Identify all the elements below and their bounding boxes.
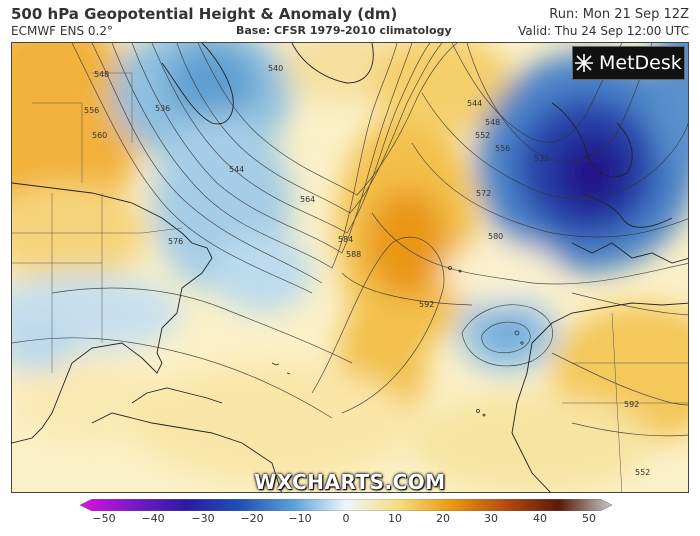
header: 500 hPa Geopotential Height & Anomaly (d… — [0, 0, 700, 42]
valid-time: Valid: Thu 24 Sep 12:00 UTC — [518, 24, 689, 38]
anomaly-field — [12, 43, 688, 492]
contour-label: 548 — [485, 118, 500, 127]
colorbar-tick: 40 — [533, 512, 547, 525]
colorbar-tick: 20 — [436, 512, 450, 525]
colorbar-tick: −10 — [288, 512, 312, 525]
colorbar-labels: −50 −40 −30 −20 −10 0 10 20 30 40 50 — [0, 512, 700, 530]
colorbar-tick: −30 — [191, 512, 215, 525]
contour-label: 592 — [419, 300, 434, 309]
contour-label: 532 — [534, 154, 549, 163]
colorbar-tick: 0 — [342, 512, 350, 525]
colorbar-tick: −50 — [92, 512, 116, 525]
colorbar-tick: −40 — [141, 512, 165, 525]
contour-label: 556 — [84, 106, 99, 115]
islands — [271, 266, 524, 417]
anomaly-map: 548 556 560 536 540 544 544 548 552 556 … — [12, 43, 688, 492]
contour-label: 580 — [488, 232, 503, 241]
run-time: Run: Mon 21 Sep 12Z — [549, 7, 689, 22]
contour-labels: 548 556 560 536 540 544 544 548 552 556 … — [84, 64, 650, 477]
logo-text: MetDesk — [599, 52, 682, 74]
colorbar-tick: −20 — [240, 512, 264, 525]
contour-label: 592 — [624, 400, 639, 409]
contour-label: 572 — [476, 189, 491, 198]
contour-label: 564 — [300, 195, 315, 204]
contour-label: 544 — [229, 165, 244, 174]
contour-label: 544 — [467, 99, 482, 108]
colorbar — [80, 499, 612, 511]
coastlines — [12, 43, 688, 492]
colorbar-tick: 50 — [582, 512, 596, 525]
metdesk-logo: MetDesk — [572, 46, 685, 80]
map-panel[interactable]: 548 556 560 536 540 544 544 548 552 556 … — [11, 42, 689, 493]
contour-label: 540 — [268, 64, 283, 73]
contour-label: 552 — [475, 131, 490, 140]
model-label: ECMWF ENS 0.2° — [11, 24, 113, 38]
contour-label: 548 — [94, 70, 109, 79]
contour-label: 588 — [346, 250, 361, 259]
base-climatology-label: Base: CFSR 1979-2010 climatology — [236, 24, 452, 37]
contour-label: 556 — [495, 144, 510, 153]
metdesk-icon — [575, 54, 593, 72]
colorbar-tick: 10 — [388, 512, 402, 525]
colorbar-tick: 30 — [484, 512, 498, 525]
contour-label: 536 — [155, 104, 170, 113]
contour-label: 552 — [635, 468, 650, 477]
watermark: WXCHARTS.COM — [254, 470, 446, 493]
chart-title: 500 hPa Geopotential Height & Anomaly (d… — [11, 5, 398, 23]
contour-label: 576 — [168, 237, 183, 246]
colorbar-gradient — [80, 499, 612, 511]
contour-label: 560 — [92, 131, 107, 140]
contour-label: 584 — [338, 235, 353, 244]
country-borders — [12, 72, 688, 492]
